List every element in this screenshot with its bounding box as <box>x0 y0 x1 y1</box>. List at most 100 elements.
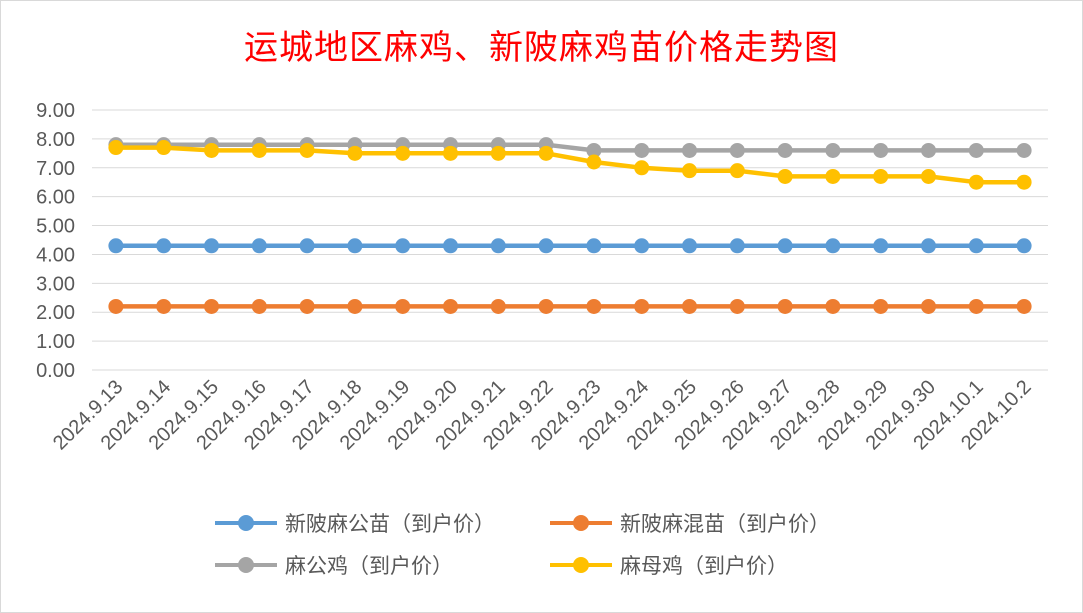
data-point <box>347 298 363 314</box>
x-axis-ticks: 2024.9.132024.9.142024.9.152024.9.162024… <box>49 376 1036 454</box>
data-point <box>1016 174 1032 190</box>
data-point <box>443 145 458 161</box>
data-point <box>156 140 172 156</box>
data-point <box>729 298 745 314</box>
data-point <box>968 142 984 158</box>
data-point <box>777 168 793 184</box>
data-point <box>1016 238 1032 254</box>
data-point <box>443 238 458 254</box>
data-point <box>873 142 889 158</box>
y-tick-label: 8.00 <box>36 129 75 151</box>
data-point <box>634 298 650 314</box>
data-point <box>825 142 841 158</box>
data-point <box>968 174 984 190</box>
data-point <box>204 142 219 158</box>
data-point <box>299 298 315 314</box>
data-point <box>490 145 506 161</box>
data-point <box>395 298 411 314</box>
legend-item-mixed-series[interactable]: 新陂麻公苗（到户价） <box>215 508 550 538</box>
data-point <box>777 238 793 254</box>
y-tick-label: 1.00 <box>36 331 75 353</box>
data-point <box>395 238 411 254</box>
data-point <box>682 238 697 254</box>
data-point <box>586 298 602 314</box>
data-point <box>204 298 219 314</box>
data-point <box>682 163 697 179</box>
legend-label: 新陂麻混苗（到户价） <box>620 512 830 536</box>
data-point <box>586 142 602 158</box>
data-point <box>347 238 363 254</box>
series-line <box>113 142 1027 153</box>
legend-swatch <box>215 513 277 533</box>
data-point <box>156 298 172 314</box>
data-point <box>921 168 936 184</box>
data-point <box>538 298 554 314</box>
data-point <box>251 238 267 254</box>
y-axis-ticks: 0.00 1.00 2.00 3.00 4.00 5.00 6.00 7.00 8.00 9.00 <box>36 100 75 382</box>
data-point <box>682 298 697 314</box>
data-point <box>873 168 889 184</box>
y-tick-label: 0.00 <box>36 360 75 382</box>
data-point <box>251 142 267 158</box>
y-tick-label: 7.00 <box>36 158 75 180</box>
data-point <box>921 142 936 158</box>
legend-swatch <box>215 555 277 575</box>
data-point <box>538 145 554 161</box>
legend: 新陂麻公苗（到户价） 新陂麻混苗（到户价） 麻公鸡（到户价） 麻母鸡（到户价） <box>215 508 915 580</box>
legend-label: 麻公鸡（到户价） <box>285 554 453 578</box>
data-point <box>1016 142 1032 158</box>
data-point <box>968 238 984 254</box>
data-point <box>299 238 315 254</box>
data-point <box>968 298 984 314</box>
data-point <box>634 160 650 176</box>
data-point <box>538 238 554 254</box>
data-point <box>729 163 745 179</box>
legend-swatch <box>550 513 612 533</box>
legend-swatch <box>550 555 612 575</box>
legend-item-rooster[interactable]: 麻公鸡（到户价） <box>215 550 550 580</box>
data-point <box>299 142 315 158</box>
data-point <box>204 238 219 254</box>
legend-item-hen[interactable]: 麻母鸡（到户价） <box>550 550 885 580</box>
data-point <box>873 238 889 254</box>
y-tick-label: 5.00 <box>36 216 75 238</box>
series-line <box>113 145 1027 185</box>
data-point <box>395 145 411 161</box>
data-point <box>490 298 506 314</box>
legend-item-mixed-chick[interactable]: 新陂麻混苗（到户价） <box>550 508 885 538</box>
data-point <box>729 142 745 158</box>
data-point <box>825 298 841 314</box>
data-point <box>108 238 124 254</box>
data-point <box>777 142 793 158</box>
data-point <box>108 140 124 156</box>
data-point <box>825 238 841 254</box>
data-point <box>682 142 697 158</box>
gridlines <box>92 109 1048 371</box>
data-point <box>156 238 172 254</box>
data-point <box>443 298 458 314</box>
legend-label: 麻母鸡（到户价） <box>620 554 788 578</box>
data-point <box>921 238 936 254</box>
data-point <box>1016 298 1032 314</box>
y-tick-label: 3.00 <box>36 273 75 295</box>
data-point <box>634 142 650 158</box>
data-point <box>729 238 745 254</box>
data-point <box>490 238 506 254</box>
data-point <box>251 298 267 314</box>
data-point <box>825 168 841 184</box>
data-point <box>347 145 363 161</box>
chart-title: 运城地区麻鸡、新陂麻鸡苗价格走势图 <box>244 28 839 68</box>
data-point <box>777 298 793 314</box>
y-tick-label: 9.00 <box>36 100 75 122</box>
data-point <box>634 238 650 254</box>
data-point <box>586 154 602 170</box>
y-tick-label: 2.00 <box>36 302 75 324</box>
series-lines <box>108 137 1032 314</box>
legend-label: 新陂麻公苗（到户价） <box>285 512 495 536</box>
y-tick-label: 4.00 <box>36 244 75 266</box>
y-tick-label: 6.00 <box>36 187 75 209</box>
data-point <box>921 298 936 314</box>
data-point <box>873 298 889 314</box>
data-point <box>108 298 124 314</box>
